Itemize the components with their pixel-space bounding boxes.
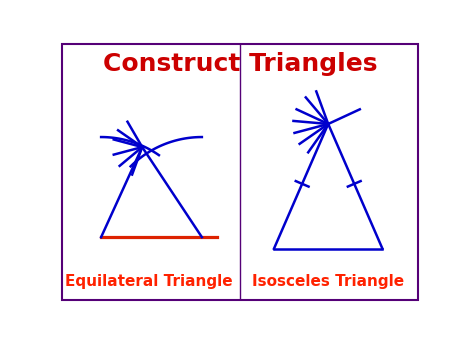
- Text: Construct Triangles: Construct Triangles: [102, 52, 377, 76]
- Text: Equilateral Triangle: Equilateral Triangle: [66, 274, 233, 289]
- Text: Isosceles Triangle: Isosceles Triangle: [252, 274, 404, 289]
